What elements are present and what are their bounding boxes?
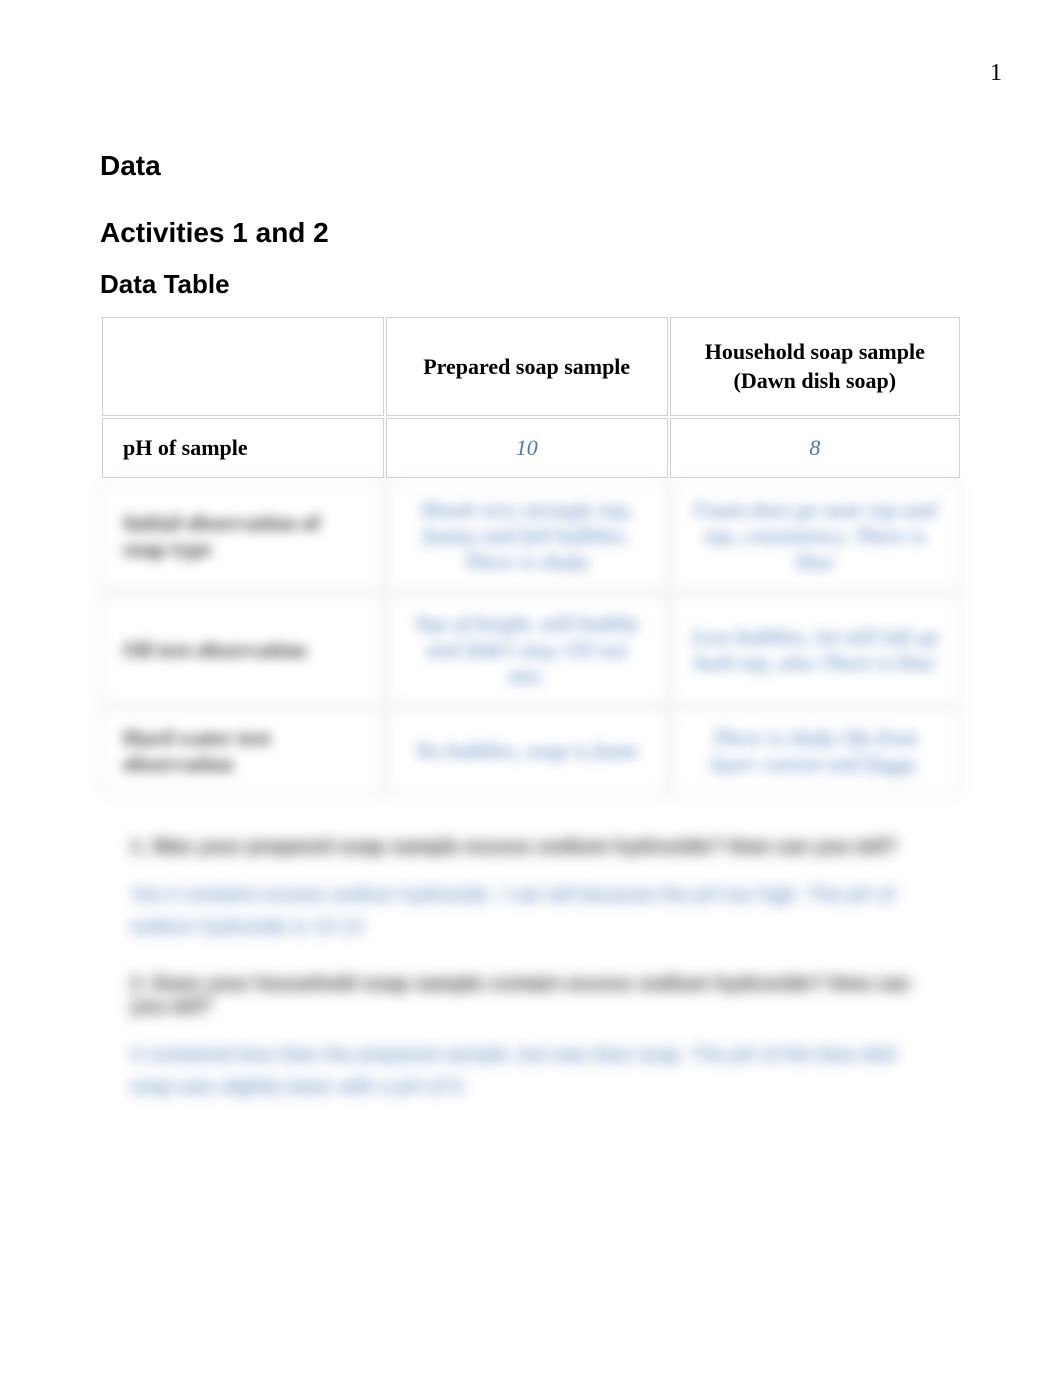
page-number: 1 xyxy=(990,60,1002,87)
row-label-initial: Initial observation of soap type xyxy=(102,480,384,592)
question-1: 1. Was your prepared soap sample excess … xyxy=(130,836,932,859)
data-table: Prepared soap sample Household soap samp… xyxy=(100,315,962,796)
row-label-hardwater: Hard water test observation xyxy=(102,708,384,794)
table-row: pH of sample 10 8 xyxy=(102,418,960,478)
row-label-ph: pH of sample xyxy=(102,418,384,478)
heading-activities: Activities 1 and 2 xyxy=(100,217,962,249)
answer-1: Yes it contains excess sodium hydroxide.… xyxy=(130,879,932,943)
table-row: Hard water test observation No bubbles, … xyxy=(102,708,960,794)
column-blank xyxy=(102,317,384,416)
column-household: Household soap sample (Dawn dish soap) xyxy=(670,317,960,416)
cell-household-ph: 8 xyxy=(670,418,960,478)
table-header-row: Prepared soap sample Household soap samp… xyxy=(102,317,960,416)
heading-data: Data xyxy=(100,150,962,182)
cell-prepared-oil: Top of height, still bubbly and didn't s… xyxy=(386,594,668,706)
question-2-text: Does your household soap sample contain … xyxy=(130,973,910,1018)
question-2-number: 2 xyxy=(130,973,141,995)
heading-data-table: Data Table xyxy=(100,269,962,300)
question-1-text: Was your prepared soap sample excess sod… xyxy=(152,836,897,858)
household-line1: Household soap sample xyxy=(705,339,925,364)
table-row: Oil test observation Top of height, stil… xyxy=(102,594,960,706)
blurred-questions: 1. Was your prepared soap sample excess … xyxy=(100,836,962,1103)
question-2: 2. Does your household soap sample conta… xyxy=(130,973,932,1019)
cell-prepared-ph: 10 xyxy=(386,418,668,478)
cell-household-initial: Foam does go near top and top, consisten… xyxy=(670,480,960,592)
cell-household-oil: Less bubbles, lot still left up built to… xyxy=(670,594,960,706)
cell-household-hardwater: There is shaky life from layer consist a… xyxy=(670,708,960,794)
column-prepared: Prepared soap sample xyxy=(386,317,668,416)
cell-prepared-hardwater: No bubbles, soap is foam xyxy=(386,708,668,794)
household-line2: (Dawn dish soap) xyxy=(734,368,897,393)
question-1-number: 1 xyxy=(130,836,141,858)
table-row: Initial observation of soap type Shook v… xyxy=(102,480,960,592)
cell-prepared-initial: Shook very strongly top, foamy and full … xyxy=(386,480,668,592)
row-label-oil: Oil test observation xyxy=(102,594,384,706)
answer-2: It contained less than the prepared samp… xyxy=(130,1039,932,1103)
